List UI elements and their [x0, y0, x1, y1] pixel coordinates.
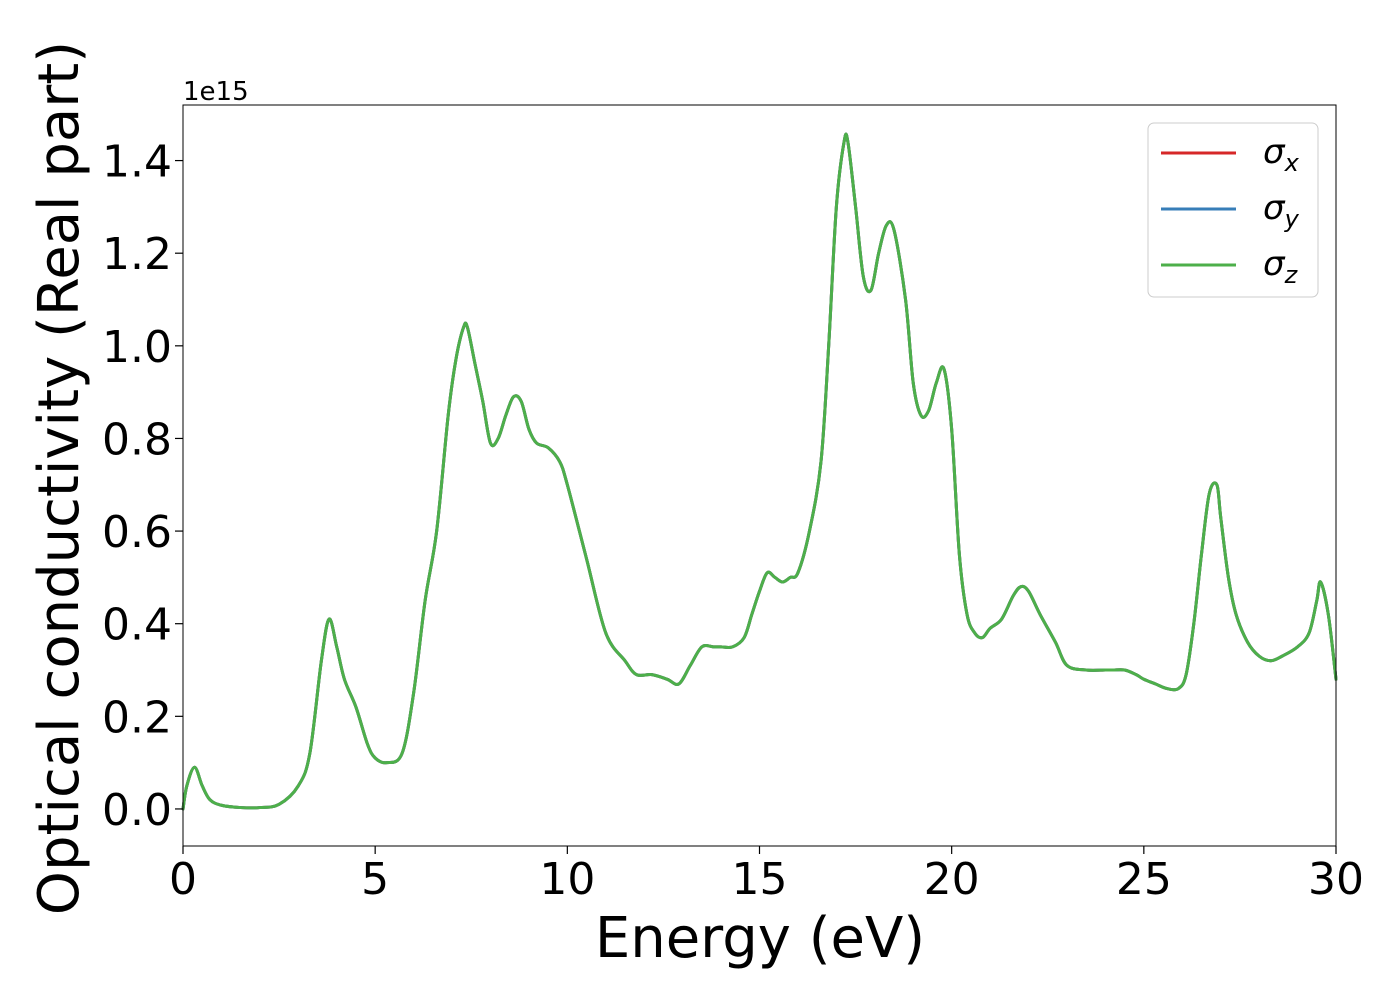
y-tick-label: 0.8 — [102, 414, 172, 465]
legend-label: σx — [1263, 132, 1300, 177]
x-tick-label: 0 — [169, 854, 197, 905]
y-tick-label: 0.2 — [102, 692, 172, 743]
y-tick-label: 1.0 — [102, 322, 172, 373]
legend-label: σz — [1263, 244, 1299, 289]
y-tick-label: 0.4 — [102, 600, 172, 651]
series-layer — [181, 132, 1338, 811]
y-tick-label: 0.6 — [102, 507, 172, 558]
y-tick-label: 1.2 — [102, 229, 172, 280]
series-line-z — [181, 132, 1338, 811]
legend-label: σy — [1263, 188, 1300, 233]
x-tick-label: 15 — [732, 854, 788, 905]
x-tick-label: 5 — [361, 854, 389, 905]
y-axis-ticks: 0.0 0.2 0.4 0.6 0.8 1.0 1.2 1.4 — [102, 137, 183, 836]
y-tick-label: 1.4 — [102, 137, 172, 188]
legend-items: σx σy σz — [1161, 132, 1300, 289]
x-axis-ticks: 0 5 10 15 20 25 30 — [169, 846, 1364, 905]
x-tick-label: 30 — [1308, 854, 1364, 905]
x-axis-label: Energy (eV) — [595, 906, 925, 971]
x-tick-label: 20 — [924, 854, 980, 905]
legend: σx σy σz — [1147, 122, 1319, 298]
y-axis-label: Optical conductivity (Real part) — [27, 41, 92, 915]
y-tick-label: 0.0 — [102, 785, 172, 836]
y-scale-label: 1e15 — [183, 77, 249, 107]
x-tick-label: 25 — [1116, 854, 1172, 905]
x-tick-label: 10 — [539, 854, 595, 905]
